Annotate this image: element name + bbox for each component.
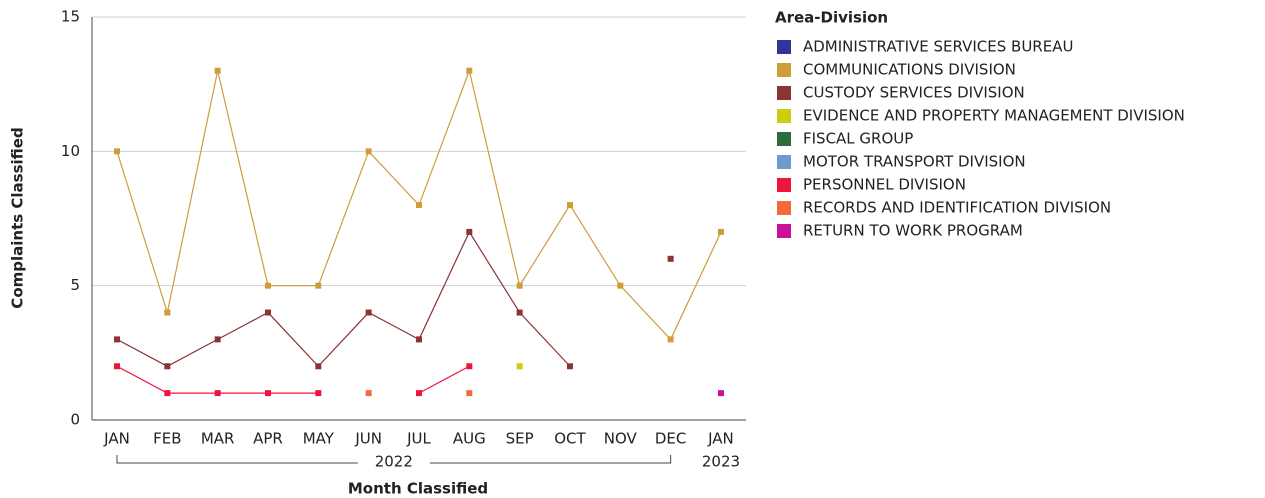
legend-swatch [777, 86, 791, 100]
point [466, 390, 473, 397]
point [566, 202, 573, 209]
legend-label: FISCAL GROUP [803, 130, 913, 148]
legend-label: ADMINISTRATIVE SERVICES BUREAU [803, 38, 1073, 56]
point [415, 202, 422, 209]
x-tick-label: OCT [554, 430, 586, 448]
series-line [116, 230, 571, 368]
y-tick-label: 15 [61, 8, 80, 26]
x-tick-label: JUN [354, 430, 382, 448]
legend-swatch [777, 201, 791, 215]
legend-label: PERSONNEL DIVISION [803, 176, 966, 194]
x-tick-label: JAN [707, 430, 734, 448]
x-tick-label: APR [253, 430, 283, 448]
legend-swatch [777, 63, 791, 77]
point [466, 67, 473, 74]
point [264, 309, 271, 316]
y-tick-label: 10 [61, 142, 80, 160]
point [315, 282, 322, 289]
point [164, 309, 171, 316]
x-tick-label: FEB [153, 430, 181, 448]
x-tick-label: AUG [453, 430, 486, 448]
point [667, 255, 674, 262]
x-tick-label: NOV [604, 430, 638, 448]
y-tick-label: 0 [70, 411, 80, 429]
legend-label: MOTOR TRANSPORT DIVISION [803, 153, 1026, 171]
point [717, 228, 724, 235]
legend-swatch [777, 132, 791, 146]
point [667, 336, 674, 343]
legend-label: EVIDENCE AND PROPERTY MANAGEMENT DIVISIO… [803, 107, 1185, 125]
point [315, 363, 322, 370]
legend-label: COMMUNICATIONS DIVISION [803, 61, 1016, 79]
legend-title: Area-Division [775, 9, 888, 27]
legend-label: RECORDS AND IDENTIFICATION DIVISION [803, 199, 1111, 217]
legend-swatch [777, 178, 791, 192]
point [365, 309, 372, 316]
x-axis-title: Month Classified [348, 480, 488, 498]
point [214, 67, 221, 74]
y-axis-title: Complaints Classified [9, 127, 27, 308]
point [717, 390, 724, 397]
point [114, 336, 120, 343]
point [264, 390, 271, 397]
x-tick-label: MAR [201, 430, 235, 448]
y-tick-label: 5 [70, 276, 80, 294]
point [114, 363, 120, 370]
point [516, 363, 523, 370]
legend-swatch [777, 40, 791, 54]
series-line [418, 365, 470, 394]
point [466, 363, 473, 370]
series-line [116, 365, 319, 394]
legend-label: RETURN TO WORK PROGRAM [803, 222, 1023, 240]
legend-swatch [777, 109, 791, 123]
point [315, 390, 322, 397]
point [214, 390, 221, 397]
x-tick-label: DEC [655, 430, 687, 448]
legend-swatch [777, 224, 791, 238]
point [617, 282, 624, 289]
x-tick-label: SEP [506, 430, 534, 448]
x-tick-label: JAN [103, 430, 130, 448]
point [415, 390, 422, 397]
year-label: 2023 [702, 453, 740, 471]
point [516, 282, 523, 289]
point [516, 309, 523, 316]
legend-swatch [777, 155, 791, 169]
point [164, 363, 171, 370]
point [415, 336, 422, 343]
point [365, 148, 372, 155]
point [114, 148, 120, 155]
point [164, 390, 171, 397]
point [365, 390, 372, 397]
point [264, 282, 271, 289]
point [214, 336, 221, 343]
year-label: 2022 [375, 453, 413, 471]
legend-label: CUSTODY SERVICES DIVISION [803, 84, 1025, 102]
x-tick-label: MAY [303, 430, 335, 448]
point [566, 363, 573, 370]
x-tick-label: JUL [406, 430, 431, 448]
year-bracket [116, 455, 672, 464]
point [466, 228, 473, 235]
